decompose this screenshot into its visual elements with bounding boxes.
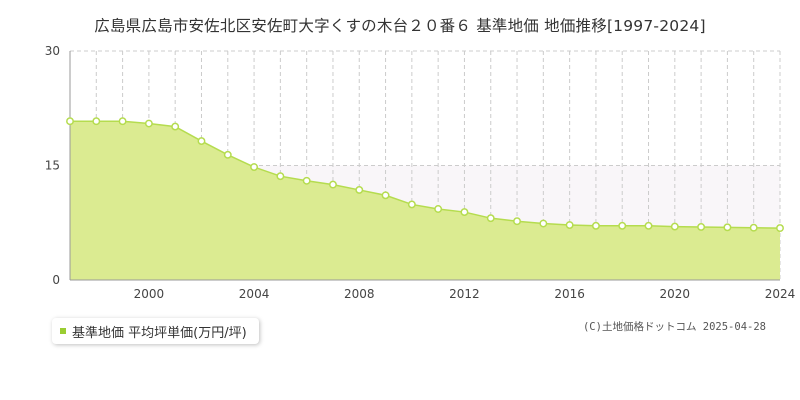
data-point xyxy=(407,200,416,209)
x-tick-label: 2012 xyxy=(449,287,480,301)
x-tick-label: 2016 xyxy=(554,287,585,301)
x-tick-label: 2000 xyxy=(134,287,165,301)
data-point xyxy=(197,137,206,146)
data-point xyxy=(250,163,259,171)
data-point xyxy=(486,214,495,223)
x-tick-label: 2024 xyxy=(765,287,796,301)
area-fill xyxy=(70,121,780,280)
data-point xyxy=(118,117,127,126)
data-point xyxy=(513,217,521,226)
data-point xyxy=(171,122,180,131)
data-point xyxy=(302,176,311,185)
area-series xyxy=(70,120,781,280)
data-point xyxy=(381,191,390,200)
x-tick-label: 2020 xyxy=(660,287,691,301)
data-point xyxy=(539,219,548,228)
data-point xyxy=(329,180,337,189)
data-point xyxy=(697,222,706,231)
data-point xyxy=(749,223,758,232)
data-point xyxy=(776,224,784,233)
data-point xyxy=(644,221,653,230)
copyright-text: (C)土地価格ドットコム 2025-04-28 xyxy=(582,321,766,333)
series-line xyxy=(70,120,781,229)
data-point xyxy=(144,119,153,128)
data-markers xyxy=(66,117,784,233)
data-point xyxy=(355,185,364,194)
legend: 基準地価 平均坪単価(万円/坪) xyxy=(52,318,259,344)
y-tick-label: 0 xyxy=(52,273,60,287)
data-point xyxy=(565,221,574,229)
legend-swatch xyxy=(60,328,66,334)
x-tick-label: 2004 xyxy=(239,287,270,301)
data-point xyxy=(66,117,74,126)
data-point xyxy=(434,205,443,213)
tick-labels: 0 15 30 2000 2004 2008 2012 2016 2020 2024 xyxy=(45,44,796,301)
axes xyxy=(69,51,780,281)
y-tick-label: 30 xyxy=(45,44,60,58)
data-point xyxy=(460,208,469,217)
data-point xyxy=(276,172,285,181)
data-point xyxy=(223,150,232,159)
legend-label: 基準地価 平均坪単価(万円/坪) xyxy=(72,325,247,341)
data-point xyxy=(723,223,732,232)
y-tick-label: 15 xyxy=(45,159,60,173)
chart-title: 広島県広島市安佐北区安佐町大字くすの木台２０番６ 基準地価 地価推移[1997-… xyxy=(94,17,706,35)
data-point xyxy=(670,222,679,231)
data-point xyxy=(618,221,627,230)
data-point xyxy=(591,221,600,230)
data-point xyxy=(92,117,101,126)
x-tick-label: 2008 xyxy=(344,287,375,301)
